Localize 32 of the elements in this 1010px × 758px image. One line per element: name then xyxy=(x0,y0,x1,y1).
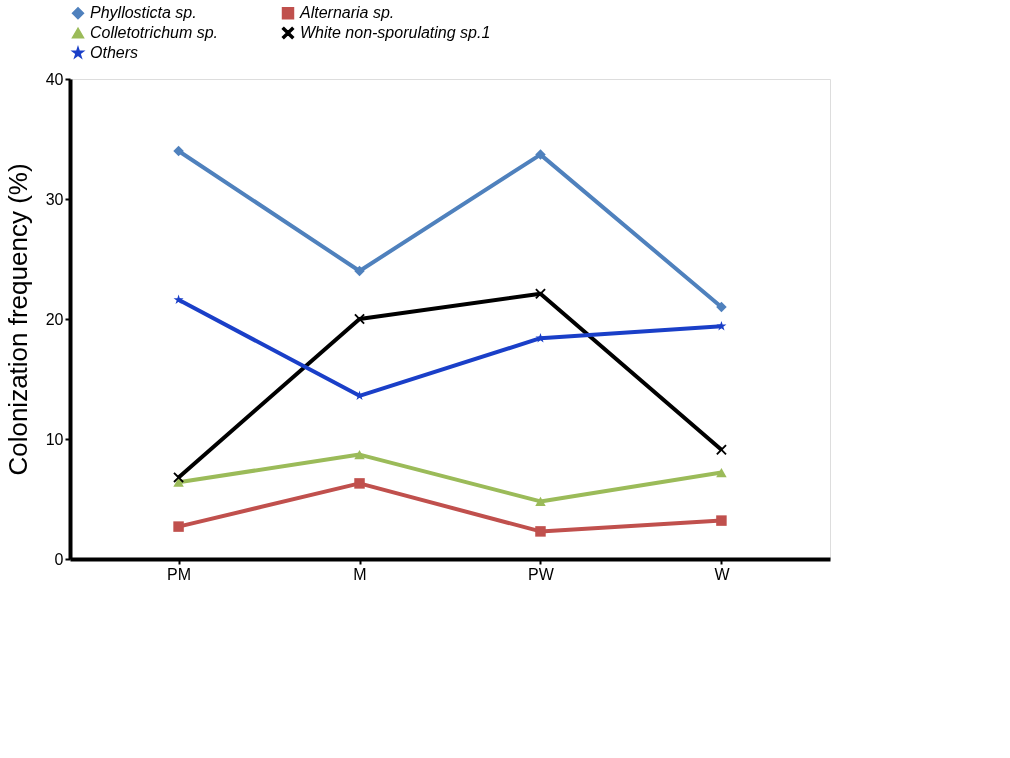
y-tick-label: 40 xyxy=(45,70,64,88)
legend-label: Phyllosticta sp. xyxy=(90,4,197,22)
y-tick-label: 20 xyxy=(45,310,64,328)
legend-label: Colletotrichum sp. xyxy=(90,24,219,41)
y-tick-label: 10 xyxy=(45,430,64,448)
point xyxy=(716,444,727,456)
point xyxy=(535,288,546,300)
point xyxy=(173,477,184,487)
x-tick-label: M xyxy=(353,565,367,583)
legend-label: White non-sporulating sp.1 xyxy=(300,24,491,41)
point xyxy=(354,478,365,489)
point xyxy=(173,294,184,305)
legend-label: Alternaria sp. xyxy=(299,4,395,22)
legend-label: Others xyxy=(90,44,139,61)
point xyxy=(354,450,365,460)
x-tick-label: PM xyxy=(167,565,192,583)
point xyxy=(173,145,184,157)
y-axis-title: Colonization frequency (%) xyxy=(2,163,33,476)
point xyxy=(716,320,727,331)
point xyxy=(716,301,727,313)
y-tick-label: 30 xyxy=(45,190,64,208)
x-tick-label: PW xyxy=(528,565,555,583)
point xyxy=(173,472,184,483)
point xyxy=(535,496,546,506)
point xyxy=(173,521,184,532)
point xyxy=(716,515,727,526)
x-tick-label: W xyxy=(714,565,731,583)
point xyxy=(354,265,365,277)
point xyxy=(535,526,546,537)
point xyxy=(716,468,727,478)
y-tick-label: 0 xyxy=(54,550,64,568)
point xyxy=(535,149,546,160)
